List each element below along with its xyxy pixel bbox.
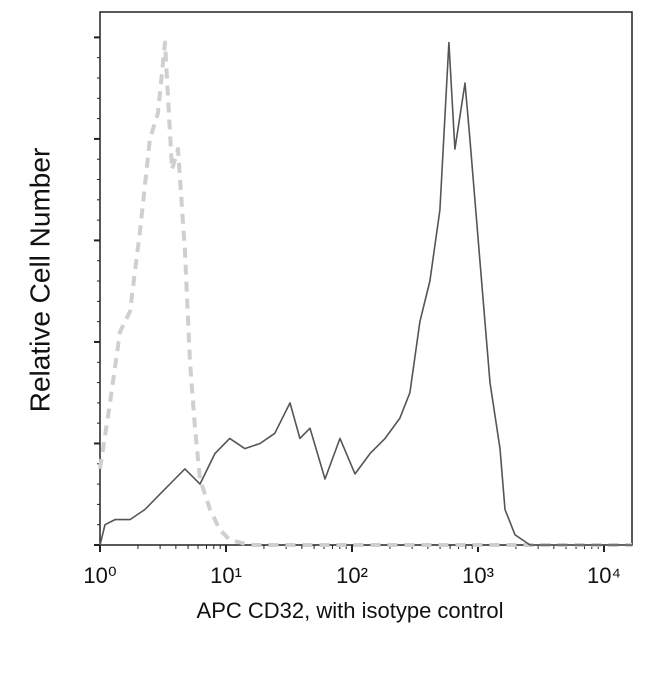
series-line [99,41,632,546]
plot-frame [99,11,633,546]
x-tick-label: 10² [336,563,368,588]
y-axis-label: Relative Cell Number [24,148,55,413]
x-axis-label: APC CD32, with isotype control [197,598,504,623]
x-tick-label: 10⁴ [587,563,621,588]
x-tick-label: 10⁰ [83,563,116,588]
x-tick-label: 10¹ [210,563,242,588]
series-line [98,40,632,547]
x-tick-label: 10³ [462,563,494,588]
